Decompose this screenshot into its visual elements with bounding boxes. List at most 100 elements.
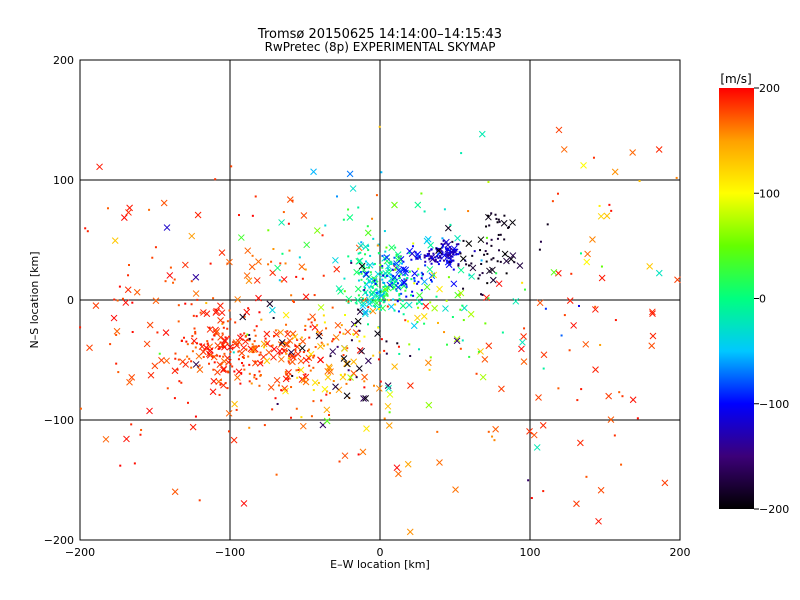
data-point-cross <box>384 402 392 410</box>
data-point-cross <box>278 219 285 226</box>
data-point-dot <box>357 453 360 456</box>
data-point-dot <box>218 393 221 396</box>
data-point-dot <box>486 214 489 217</box>
data-point-dot <box>248 372 251 375</box>
data-point-cross <box>374 330 381 338</box>
data-point-dot <box>158 352 161 355</box>
data-point-dot <box>375 279 378 282</box>
data-point-dot <box>429 356 432 359</box>
data-point-cross <box>120 214 128 221</box>
data-point-dot <box>459 347 462 350</box>
data-point-dot <box>453 248 456 251</box>
data-point-dot <box>357 279 360 282</box>
data-point-dot <box>185 340 188 343</box>
data-point-dot <box>447 257 450 260</box>
data-point-dot <box>468 264 471 267</box>
data-point-dot <box>341 357 344 360</box>
data-point-dot <box>309 325 312 328</box>
data-point-dot <box>577 304 580 307</box>
data-point-dot <box>490 244 493 247</box>
data-point-dot <box>208 326 211 329</box>
data-point-dot <box>350 259 353 262</box>
data-point-cross <box>607 416 615 423</box>
data-point-dot <box>459 252 462 255</box>
data-point-dot <box>372 237 375 240</box>
data-point-cross <box>426 266 434 273</box>
data-point-dot <box>443 331 446 334</box>
data-point-cross <box>133 288 141 296</box>
data-point-cross <box>214 342 222 349</box>
data-point-dot <box>480 259 483 262</box>
data-point-dot <box>218 347 221 350</box>
data-point-dot <box>385 340 388 343</box>
data-point-dot <box>416 282 419 285</box>
data-point-dot <box>450 247 453 250</box>
data-point-dot <box>199 311 202 314</box>
data-point-cross <box>122 299 130 306</box>
data-point-dot <box>392 286 395 289</box>
data-point-cross <box>584 250 591 258</box>
data-point-dot <box>448 261 451 264</box>
data-point-dot <box>232 341 235 344</box>
data-point-dot <box>404 319 407 322</box>
data-point-dot <box>497 218 500 221</box>
data-point-cross <box>479 373 487 381</box>
data-point-dot <box>451 240 454 243</box>
data-point-dot <box>180 340 183 343</box>
data-point-cross <box>655 269 663 277</box>
colorbar-tick-label: 100 <box>759 187 780 200</box>
data-point-dot <box>310 415 313 418</box>
data-point-cross <box>146 321 154 329</box>
data-point-cross <box>163 357 170 365</box>
data-point-dot <box>198 364 201 367</box>
data-point-dot <box>370 277 373 280</box>
data-point-cross <box>333 265 341 273</box>
data-point-cross <box>199 348 207 356</box>
data-point-dot <box>307 318 310 321</box>
data-point-dot <box>255 345 258 348</box>
data-point-dot <box>387 268 390 271</box>
data-point-dot <box>395 253 398 256</box>
data-point-dot <box>298 256 301 259</box>
data-point-cross <box>313 227 321 234</box>
data-point-dot <box>254 195 257 198</box>
data-point-dot <box>388 411 391 414</box>
data-point-dot <box>308 364 311 367</box>
data-point-dot <box>191 335 194 338</box>
data-point-dot <box>275 473 278 476</box>
data-point-cross <box>405 301 413 309</box>
data-point-dot <box>383 349 386 352</box>
data-point-dot <box>245 348 248 351</box>
data-point-cross <box>477 236 485 244</box>
data-point-dot <box>133 462 136 465</box>
data-point-dot <box>436 321 439 324</box>
data-point-cross <box>570 322 578 329</box>
data-point-dot <box>209 262 212 265</box>
data-point-dot <box>381 266 384 269</box>
data-point-dot <box>452 253 455 256</box>
data-point-dot <box>381 265 384 268</box>
data-point-cross <box>92 302 100 309</box>
data-point-cross <box>486 267 493 275</box>
data-point-dot <box>413 280 416 283</box>
data-point-dot <box>426 253 429 256</box>
data-point-dot <box>191 342 194 345</box>
data-point-dot <box>288 361 291 364</box>
data-point-dot <box>322 314 325 317</box>
data-point-dot <box>451 316 454 319</box>
data-point-dot <box>480 293 483 296</box>
data-point-dot <box>406 276 409 279</box>
data-point-dot <box>263 346 266 349</box>
data-point-cross <box>410 322 418 330</box>
data-point-cross <box>481 356 489 363</box>
data-point-cross <box>629 149 637 156</box>
data-point-dot <box>394 303 397 306</box>
data-point-dot <box>462 319 465 322</box>
data-point-dot <box>312 389 315 392</box>
data-point-dot <box>402 313 405 316</box>
data-point-dot <box>460 152 463 155</box>
data-point-cross <box>457 289 465 297</box>
data-point-dot <box>422 273 425 276</box>
data-point-dot <box>495 217 498 220</box>
data-point-dot <box>542 367 545 370</box>
